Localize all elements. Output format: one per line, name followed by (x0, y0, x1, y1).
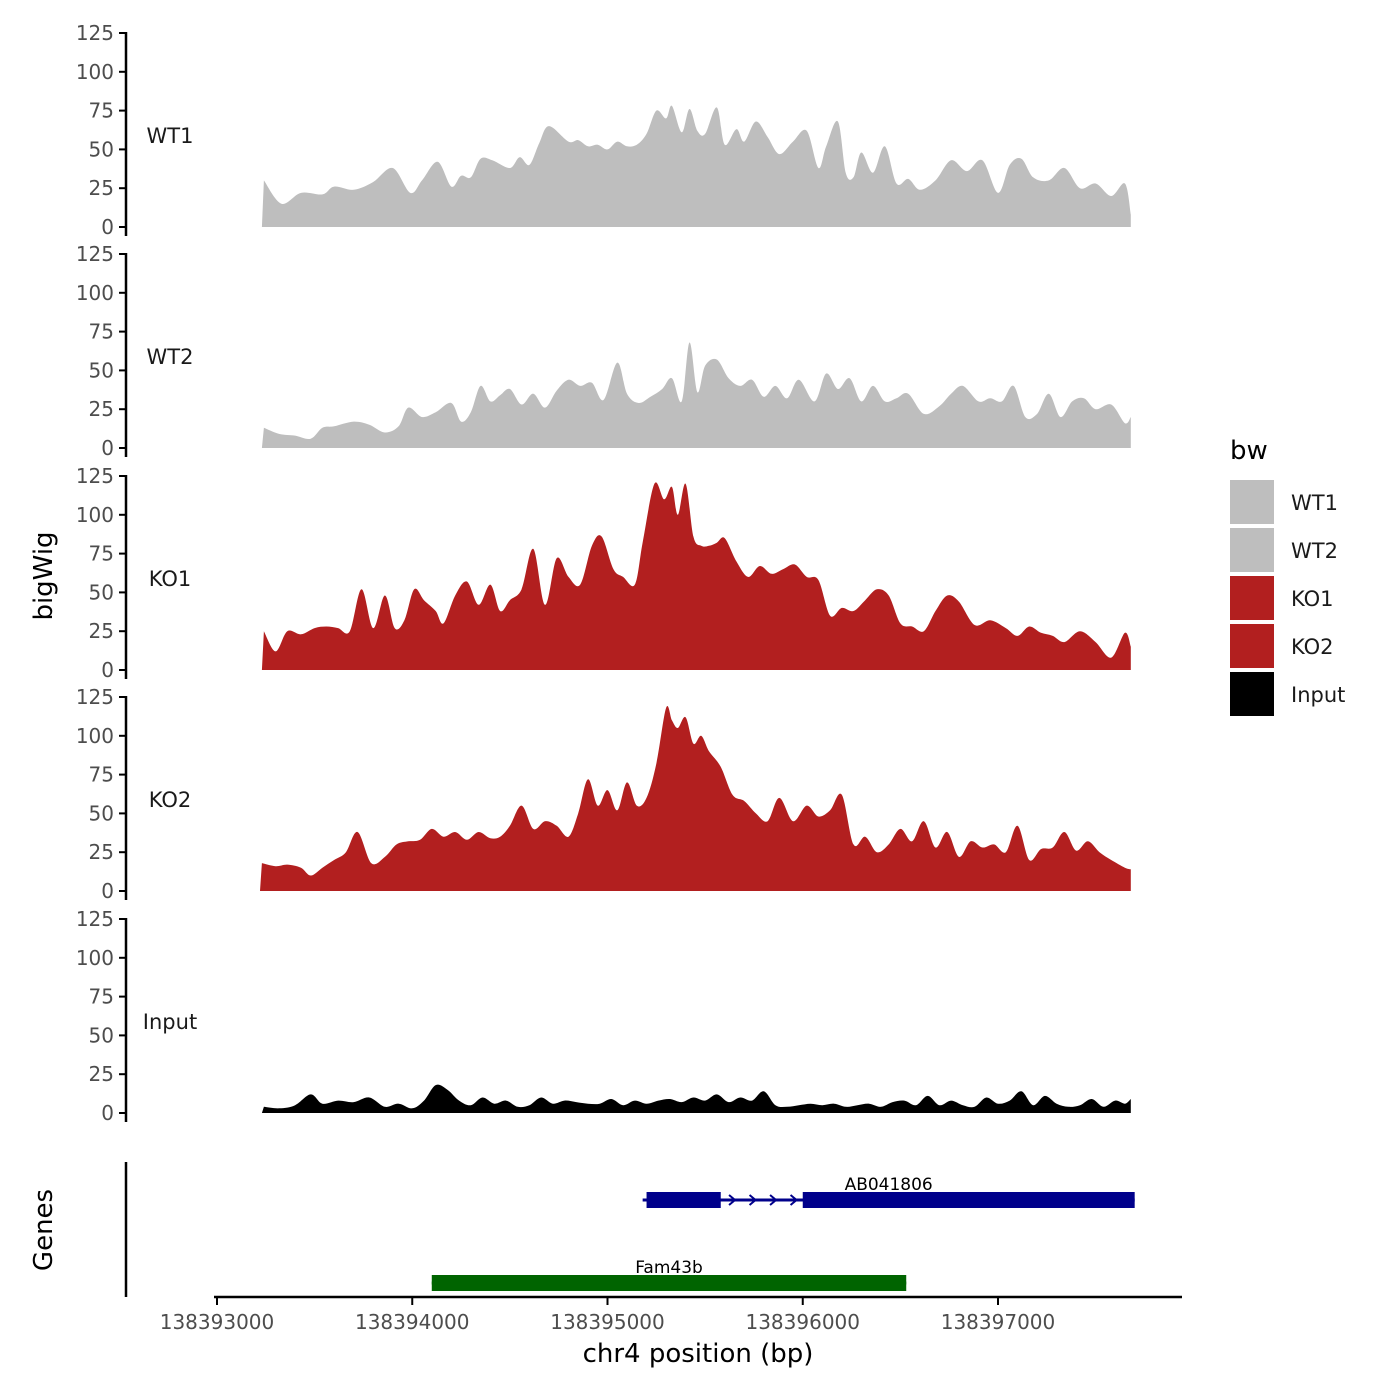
track-ko2: 0 25 50 75 100 125 KO2 (76, 685, 1131, 903)
y-tick-label-wt2-50: 50 (89, 358, 114, 382)
gene-exon-fam43b-1 (431, 1275, 907, 1291)
area-ko1 (261, 482, 1131, 670)
legend-label-wt1: WT1 (1291, 491, 1338, 515)
y-tick-label-ko2-50: 50 (89, 801, 114, 825)
gene-ab041806: AB041806 (642, 1175, 1135, 1208)
x-tick-label-138394000: 138394000 (355, 1310, 470, 1334)
y-tick-label-ko1-100: 100 (76, 503, 114, 527)
legend: bw WT1 WT2 KO1 KO2 Input (1230, 436, 1345, 716)
y-tick-label-ko2-0: 0 (101, 879, 114, 903)
x-tick-label-138395000: 138395000 (550, 1310, 665, 1334)
y-tick-label-wt1-75: 75 (89, 99, 114, 123)
y-tick-label-ko1-125: 125 (76, 464, 114, 488)
y-tick-label-wt1-0: 0 (101, 215, 114, 239)
y-tick-label-ko1-50: 50 (89, 580, 114, 604)
legend-label-ko2: KO2 (1291, 635, 1334, 659)
y-tick-label-input-25: 25 (89, 1062, 114, 1086)
track-label-ko2: KO2 (149, 788, 192, 812)
track-label-ko1: KO1 (149, 567, 192, 591)
legend-swatch-ko2 (1230, 624, 1274, 668)
y-tick-label-wt2-75: 75 (89, 320, 114, 344)
y-axis-title: bigWig (29, 531, 59, 620)
track-label-wt1: WT1 (147, 124, 194, 148)
y-tick-label-wt1-50: 50 (89, 137, 114, 161)
track-label-wt2: WT2 (147, 345, 194, 369)
y-tick-label-wt1-125: 125 (76, 21, 114, 45)
track-wt1: 0 25 50 75 100 125 WT1 (76, 21, 1131, 239)
area-ko2 (260, 706, 1131, 891)
y-tick-label-ko1-75: 75 (89, 542, 114, 566)
area-wt1 (261, 105, 1131, 227)
y-tick-label-wt2-100: 100 (76, 281, 114, 305)
y-tick-label-input-50: 50 (89, 1023, 114, 1047)
area-input (261, 1084, 1131, 1113)
track-ko1: 0 25 50 75 100 125 KO1 (76, 464, 1131, 682)
area-wt2 (261, 342, 1131, 448)
gene-label-ab041806: AB041806 (845, 1175, 933, 1195)
legend-swatch-input (1230, 672, 1274, 716)
strand-arrow-icon (728, 1194, 737, 1206)
y-tick-label-ko2-100: 100 (76, 724, 114, 748)
y-tick-label-ko2-25: 25 (89, 840, 114, 864)
y-tick-label-wt2-125: 125 (76, 242, 114, 266)
x-tick-label-138396000: 138396000 (745, 1310, 860, 1334)
legend-swatch-ko1 (1230, 576, 1274, 620)
strand-arrow-icon (769, 1194, 778, 1206)
y-tick-label-ko1-0: 0 (101, 658, 114, 682)
y-tick-label-wt1-25: 25 (89, 176, 114, 200)
y-tick-label-input-125: 125 (76, 907, 114, 931)
y-tick-label-wt1-100: 100 (76, 60, 114, 84)
y-tick-label-wt2-0: 0 (101, 436, 114, 460)
gene-exon-ab041806-2 (802, 1192, 1135, 1208)
gene-label-fam43b: Fam43b (635, 1258, 703, 1278)
genes-axis-title: Genes (29, 1189, 59, 1271)
legend-label-ko1: KO1 (1291, 587, 1334, 611)
strand-arrow-icon (789, 1194, 799, 1206)
legend-title: bw (1230, 436, 1268, 466)
y-tick-label-input-0: 0 (101, 1101, 114, 1125)
legend-label-wt2: WT2 (1291, 539, 1338, 563)
legend-swatch-wt2 (1230, 528, 1274, 572)
signal-tracks: 0 25 50 75 100 125 WT1 0 25 50 75 100 125 WT2 0 25 50 75 1… (76, 21, 1131, 1125)
x-tick-label-138393000: 138393000 (160, 1310, 275, 1334)
track-input: 0 25 50 75 100 125 Input (76, 907, 1131, 1125)
track-label-input: Input (143, 1010, 197, 1034)
gene-exon-ab041806-1 (646, 1192, 721, 1208)
x-axis: 138393000 138394000 138395000 138396000 1383… (160, 1295, 1182, 1334)
x-tick-label-138397000: 138397000 (941, 1310, 1056, 1334)
y-tick-label-wt2-25: 25 (89, 397, 114, 421)
gene-fam43b: Fam43b (431, 1258, 907, 1291)
x-axis-title: chr4 position (bp) (583, 1339, 814, 1369)
track-wt2: 0 25 50 75 100 125 WT2 (76, 242, 1131, 460)
gene-track: AB041806 Fam43b (124, 1162, 1135, 1297)
y-tick-label-input-100: 100 (76, 946, 114, 970)
legend-swatch-wt1 (1230, 480, 1274, 524)
y-tick-label-input-75: 75 (89, 985, 114, 1009)
y-tick-label-ko2-125: 125 (76, 685, 114, 709)
strand-arrow-icon (748, 1194, 758, 1206)
legend-label-input: Input (1291, 683, 1345, 707)
y-tick-label-ko2-75: 75 (89, 763, 114, 787)
y-tick-label-ko1-25: 25 (89, 619, 114, 643)
